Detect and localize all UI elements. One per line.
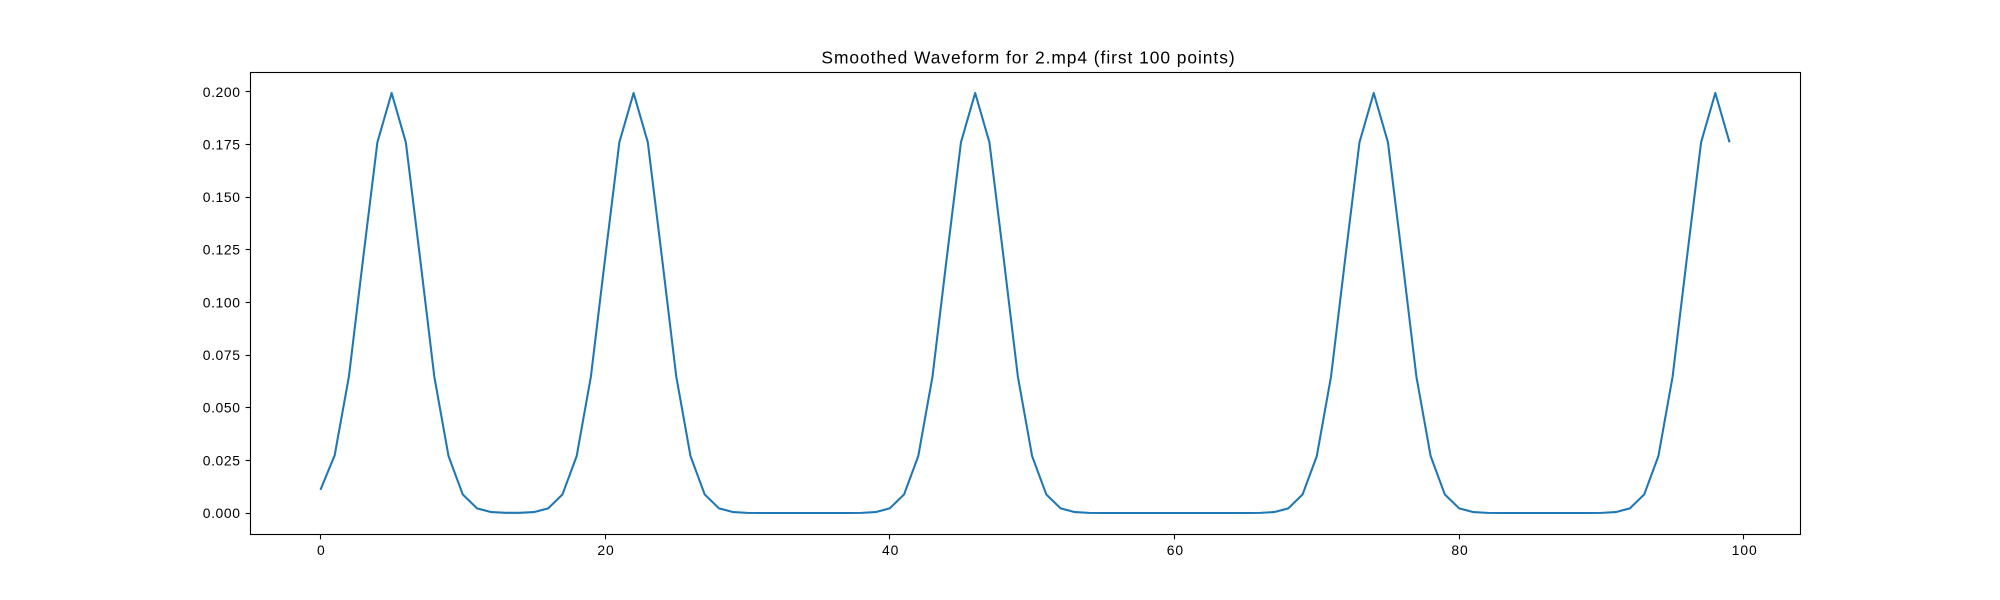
svg-text:100: 100 (1732, 542, 1758, 558)
svg-text:0.125: 0.125 (203, 242, 241, 258)
svg-text:0.025: 0.025 (203, 452, 241, 468)
svg-text:0: 0 (317, 542, 326, 558)
svg-text:0.075: 0.075 (203, 347, 241, 363)
svg-text:0.175: 0.175 (203, 136, 241, 152)
svg-text:0.000: 0.000 (203, 505, 241, 521)
svg-text:20: 20 (597, 542, 614, 558)
svg-text:80: 80 (1451, 542, 1468, 558)
svg-text:0.050: 0.050 (203, 400, 241, 416)
svg-text:0.200: 0.200 (203, 84, 241, 100)
svg-text:40: 40 (882, 542, 899, 558)
svg-text:60: 60 (1167, 542, 1184, 558)
svg-text:0.150: 0.150 (203, 189, 241, 205)
svg-text:Smoothed Waveform for 2.mp4 (f: Smoothed Waveform for 2.mp4 (first 100 p… (821, 48, 1235, 68)
svg-text:0.100: 0.100 (203, 294, 241, 310)
